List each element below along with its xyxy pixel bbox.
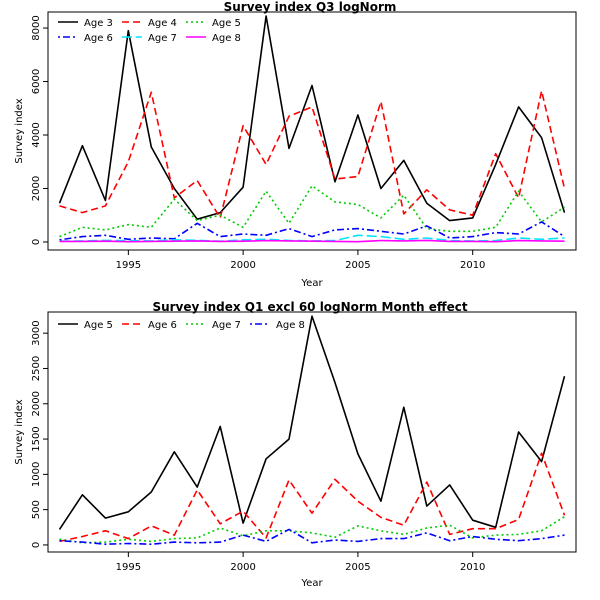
y-tick-label: 6000 — [31, 69, 42, 94]
y-tick-label: 500 — [31, 500, 42, 519]
x-tick-label: 2005 — [345, 260, 370, 271]
x-tick-label: 1995 — [116, 260, 141, 271]
y-tick-label: 1000 — [31, 462, 42, 487]
y-ticks: 0 2000 4000 6000 8000 — [31, 15, 48, 245]
legend-label: Age 6 — [148, 320, 177, 331]
y-tick-label: 4000 — [31, 122, 42, 147]
x-axis-label: Year — [300, 578, 323, 589]
series-line-age-8 — [59, 528, 565, 546]
y-tick-label: 8000 — [31, 15, 42, 40]
x-tick-label: 2010 — [460, 260, 485, 271]
series-lines — [58, 315, 566, 546]
series-line-age-6 — [59, 221, 565, 241]
y-axis-label: Survey index — [14, 98, 25, 163]
legend-label: Age 5 — [212, 18, 241, 29]
series-lines — [58, 15, 566, 243]
series-line-age-4 — [59, 90, 566, 219]
y-ticks: 0 500 1000 1500 2000 2500 3000 — [31, 320, 48, 548]
legend-label: Age 5 — [84, 320, 113, 331]
y-tick-label: 2000 — [31, 391, 42, 416]
series-line-age-3 — [58, 15, 566, 222]
chart-title: Survey index Q1 excl 60 logNorm Month ef… — [152, 300, 467, 314]
y-tick-label: 3000 — [31, 320, 42, 345]
plot-frame — [47, 11, 577, 251]
y-tick-label: 2000 — [31, 176, 42, 201]
y-tick-label: 1500 — [31, 426, 42, 451]
y-axis-label: Survey index — [14, 399, 25, 464]
y-tick-label: 2500 — [31, 356, 42, 381]
x-tick-label: 1995 — [116, 562, 141, 573]
chart-top: Survey index Q3 logNorm Year Survey inde… — [14, 0, 577, 289]
series-line-age-5 — [58, 315, 566, 530]
chart-bottom: Survey index Q1 excl 60 logNorm Month ef… — [14, 300, 577, 589]
legend-label: Age 4 — [148, 18, 177, 29]
legend-label: Age 6 — [84, 33, 113, 44]
legend: Age 5 Age 6 Age 7 Age 8 — [58, 320, 305, 331]
legend-label: Age 7 — [212, 320, 241, 331]
series-line-age-6 — [59, 452, 566, 543]
legend-label: Age 7 — [148, 33, 177, 44]
y-tick-label: 0 — [31, 542, 42, 548]
series-line-age-8 — [59, 239, 565, 243]
x-ticks: 1995 2000 2005 2010 — [116, 552, 485, 573]
series-line-age-5 — [59, 185, 565, 238]
x-axis-label: Year — [300, 278, 323, 289]
legend-label: Age 8 — [212, 33, 241, 44]
x-tick-label: 2000 — [230, 260, 255, 271]
x-tick-label: 2010 — [460, 562, 485, 573]
x-tick-label: 2000 — [230, 562, 255, 573]
legend-label: Age 3 — [84, 18, 113, 29]
y-tick-label: 0 — [31, 239, 42, 245]
legend-label: Age 8 — [276, 320, 305, 331]
x-ticks: 1995 2000 2005 2010 — [116, 250, 485, 271]
x-tick-label: 2005 — [345, 562, 370, 573]
plot-frame — [47, 311, 577, 553]
legend: Age 3 Age 4 Age 5 Age 6 Age 7 Age 8 — [58, 18, 241, 44]
chart-title: Survey index Q3 logNorm — [224, 0, 397, 14]
